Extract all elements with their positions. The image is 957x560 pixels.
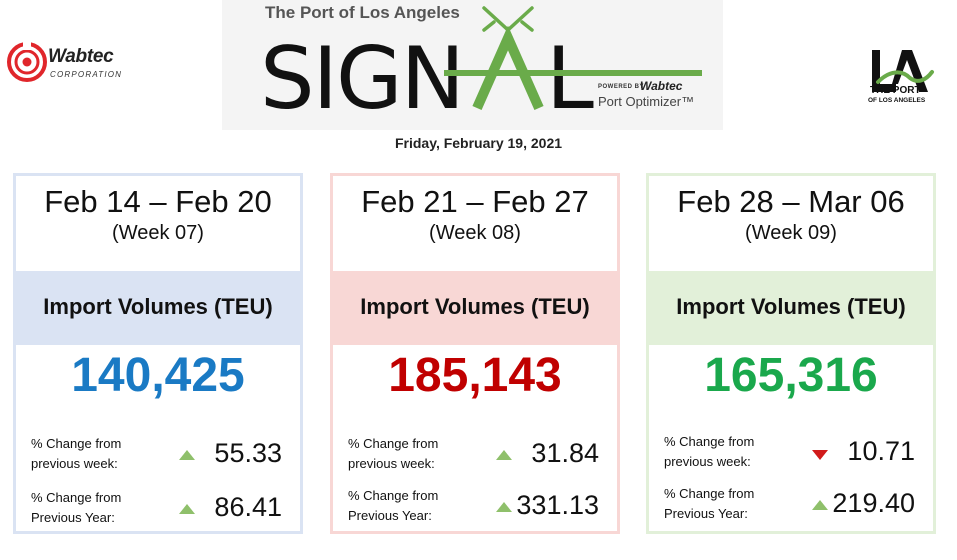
change-previous-week: % Change from previous week: 10.71 [664, 432, 921, 476]
change-week-value: 31.84 [531, 438, 599, 468]
card-divider [333, 342, 617, 345]
change-previous-week: % Change from previous week: 31.84 [348, 434, 605, 478]
change-year-value: 331.13 [516, 490, 599, 520]
week-card-3: Feb 28 – Mar 06 (Week 09) Import Volumes… [646, 173, 936, 534]
card-date-range: Feb 21 – Feb 27 [361, 184, 589, 219]
svg-text:L: L [546, 29, 594, 129]
card-date-range: Feb 28 – Mar 06 [677, 184, 905, 219]
change-week-label: % Change from previous week: [31, 436, 122, 471]
card-week-number: (Week 08) [429, 222, 521, 244]
powered-by-label: POWERED BY [598, 84, 645, 90]
signal-banner: SIGN L The Port of Los Angeles POWERED B… [222, 0, 723, 130]
card-week-number: (Week 07) [112, 222, 204, 244]
wabtec-mark-icon [7, 40, 47, 82]
card-date-range: Feb 14 – Feb 20 [44, 184, 272, 219]
report-date: Friday, February 19, 2021 [394, 135, 563, 151]
port-of-la-logo-icon [872, 50, 934, 92]
card-metric-title: Import Volumes (TEU) [16, 271, 300, 342]
arrow-up-icon [496, 450, 512, 460]
change-year-label: % Change from Previous Year: [348, 488, 439, 523]
card-metric-title: Import Volumes (TEU) [333, 271, 617, 342]
banner-top-text: The Port of Los Angeles [265, 3, 460, 22]
card-divider [16, 342, 300, 345]
card-header: Feb 28 – Mar 06 (Week 09) [649, 176, 933, 271]
wabtec-logo: Wabtec CORPORATION [6, 40, 136, 86]
card-header: Feb 14 – Feb 20 (Week 07) [16, 176, 300, 271]
week-card-1: Feb 14 – Feb 20 (Week 07) Import Volumes… [13, 173, 303, 534]
change-year-value: 219.40 [832, 488, 915, 518]
la-logo-line1: THE PORT [870, 85, 921, 96]
signal-wordmark: SIGN L [260, 6, 702, 129]
card-metric-title: Import Volumes (TEU) [649, 271, 933, 342]
change-year-label: % Change from Previous Year: [31, 490, 122, 525]
arrow-up-icon [496, 502, 512, 512]
card-divider [649, 342, 933, 345]
change-week-label: % Change from previous week: [348, 436, 439, 471]
change-previous-year: % Change from Previous Year: 331.13 [348, 486, 605, 530]
change-week-value: 10.71 [847, 436, 915, 466]
change-previous-year: % Change from Previous Year: 219.40 [664, 484, 921, 528]
card-week-number: (Week 09) [745, 222, 837, 244]
powered-brand: Wabtec [640, 79, 683, 93]
arrow-down-icon [812, 450, 828, 460]
product-name: Port Optimizer™ [598, 94, 695, 109]
card-header: Feb 21 – Feb 27 (Week 08) [333, 176, 617, 271]
wabtec-subtitle: CORPORATION [50, 70, 123, 79]
change-week-label: % Change from previous week: [664, 434, 755, 469]
change-previous-year: % Change from Previous Year: 86.41 [31, 488, 288, 532]
svg-text:SIGN: SIGN [260, 29, 463, 129]
la-logo-line2: OF LOS ANGELES [868, 97, 926, 104]
wabtec-name: Wabtec [48, 46, 114, 67]
signal-cross-icon [482, 6, 534, 32]
change-previous-week: % Change from previous week: 55.33 [31, 434, 288, 478]
import-volume-value: 165,316 [704, 349, 878, 402]
arrow-up-icon [179, 450, 195, 460]
change-year-label: % Change from Previous Year: [664, 486, 755, 521]
change-week-value: 55.33 [214, 438, 282, 468]
arrow-up-icon [812, 500, 828, 510]
import-volume-value: 185,143 [388, 349, 562, 402]
change-year-value: 86.41 [214, 492, 282, 522]
import-volume-value: 140,425 [71, 349, 245, 402]
week-card-2: Feb 21 – Feb 27 (Week 08) Import Volumes… [330, 173, 620, 534]
arrow-up-icon [179, 504, 195, 514]
